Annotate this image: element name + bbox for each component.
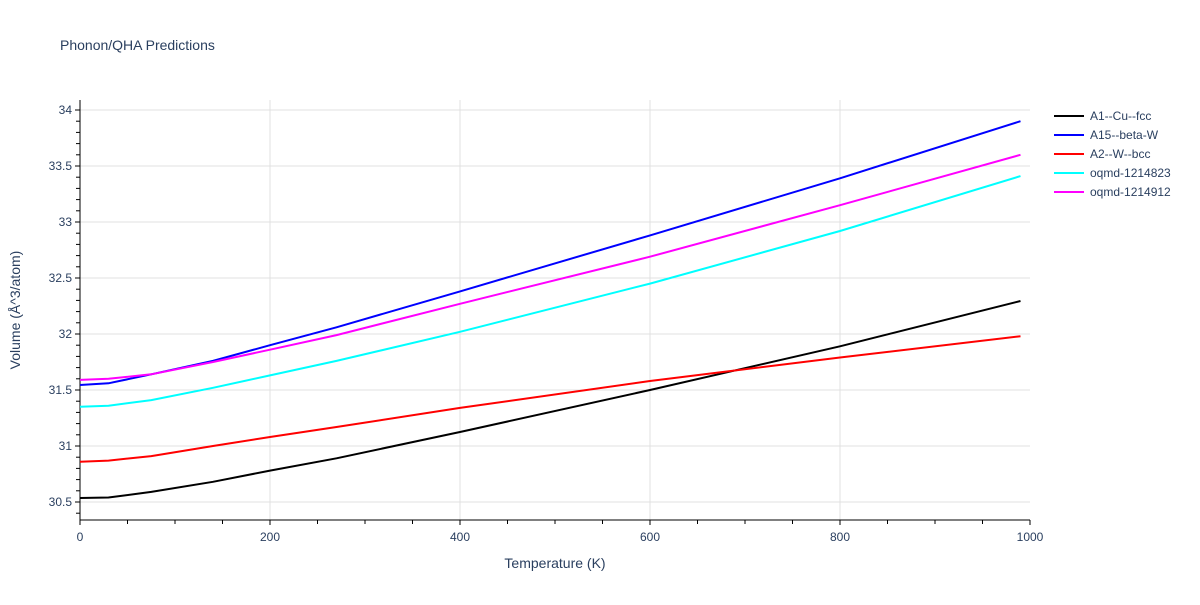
y-tick-label: 34: [59, 103, 73, 117]
y-tick-label: 32: [59, 327, 73, 341]
x-tick-label: 0: [77, 530, 84, 544]
axes: 0 200 400 600 800 1000 30.5 31 31.5 32 32.5 33 33.5 3…: [49, 100, 1044, 544]
x-tick-label: 200: [260, 530, 280, 544]
x-axis-label: Temperature (K): [504, 555, 605, 571]
y-tick-label: 33.5: [49, 159, 73, 173]
x-tick-label: 600: [640, 530, 660, 544]
y-tick-label: 33: [59, 215, 73, 229]
legend[interactable]: A1--Cu--fcc A15--beta-W A2--W--bcc oqmd-121…: [1054, 109, 1171, 199]
chart-title: Phonon/QHA Predictions: [60, 37, 215, 53]
y-tick-label: 32.5: [49, 271, 73, 285]
legend-label: oqmd-1214823: [1090, 166, 1171, 180]
y-tick-label: 31: [59, 439, 73, 453]
legend-item-oqmd-1214912[interactable]: oqmd-1214912: [1054, 185, 1171, 199]
legend-label: A15--beta-W: [1090, 128, 1159, 142]
x-tick-label: 1000: [1017, 530, 1044, 544]
legend-item-A1--Cu--fcc[interactable]: A1--Cu--fcc: [1054, 109, 1151, 123]
legend-label: A2--W--bcc: [1090, 147, 1150, 161]
series-line-oqmd-1214823: [79, 175, 1021, 408]
series-lines: [79, 120, 1021, 499]
series-line-A2--W--bcc: [79, 335, 1021, 463]
series-line-A1--Cu--fcc: [79, 300, 1021, 499]
y-tick-label: 30.5: [49, 495, 73, 509]
x-tick-label: 800: [830, 530, 850, 544]
legend-item-A15--beta-W[interactable]: A15--beta-W: [1054, 128, 1159, 142]
y-axis-label: Volume (Å^3/atom): [7, 251, 23, 370]
x-tick-label: 400: [450, 530, 470, 544]
series-line-A15--beta-W: [79, 120, 1021, 386]
legend-item-A2--W--bcc[interactable]: A2--W--bcc: [1054, 147, 1150, 161]
series-line-oqmd-1214912: [79, 153, 1021, 381]
y-tick-label: 31.5: [49, 383, 73, 397]
legend-item-oqmd-1214823[interactable]: oqmd-1214823: [1054, 166, 1171, 180]
legend-label: A1--Cu--fcc: [1090, 109, 1151, 123]
legend-label: oqmd-1214912: [1090, 185, 1171, 199]
